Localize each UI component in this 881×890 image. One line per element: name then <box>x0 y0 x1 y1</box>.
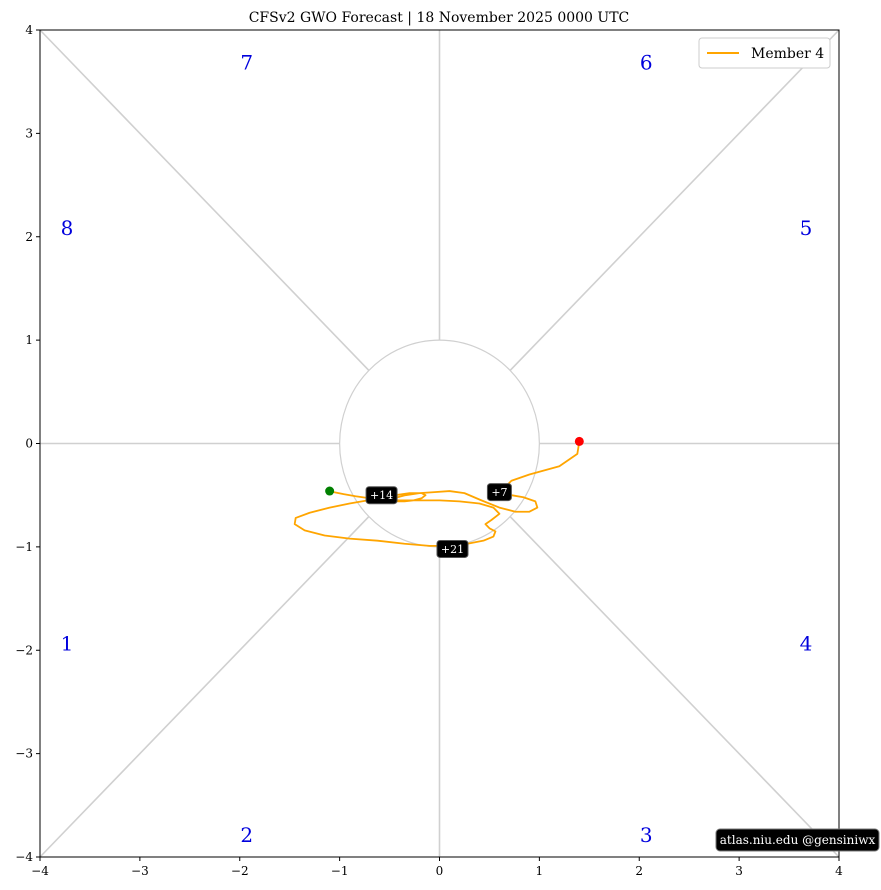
credit-text: atlas.niu.edu @gensiniwx <box>720 833 876 847</box>
phase-label-6: 6 <box>640 51 653 75</box>
x-tick-label: 2 <box>635 864 643 878</box>
legend: Member 4 <box>698 37 831 69</box>
day-marker: +14 <box>365 486 398 505</box>
day-marker-box <box>486 483 512 502</box>
guide-line <box>39 516 370 858</box>
phase-label-8: 8 <box>61 216 74 240</box>
phase-label-4: 4 <box>800 632 813 656</box>
x-tick-label: 0 <box>436 864 444 878</box>
chart-title: CFSv2 GWO Forecast | 18 November 2025 00… <box>249 10 630 26</box>
x-tick-label: −4 <box>31 864 49 878</box>
y-tick-label: −4 <box>15 850 33 864</box>
legend-box <box>698 37 831 69</box>
y-tick-label: 4 <box>25 23 33 37</box>
guide-line <box>509 516 840 858</box>
y-tick-label: 0 <box>25 437 33 451</box>
y-tick-label: 2 <box>25 230 33 244</box>
phase-label-7: 7 <box>240 51 253 75</box>
y-tick-label: −3 <box>15 747 33 761</box>
guide-line <box>509 29 840 371</box>
y-tick-label: 1 <box>25 333 33 347</box>
phase-label-1: 1 <box>61 632 74 656</box>
day-marker-label: +14 <box>370 489 393 502</box>
end-point <box>325 486 335 496</box>
x-tick-label: −2 <box>231 864 249 878</box>
guide-line <box>39 29 370 371</box>
phase-label-2: 2 <box>240 823 253 847</box>
credit-box <box>715 828 880 852</box>
x-tick-label: 1 <box>536 864 544 878</box>
x-tick-label: −1 <box>331 864 349 878</box>
day-marker-label: +21 <box>441 543 464 556</box>
day-marker-label: +7 <box>491 486 507 499</box>
y-tick-label: −1 <box>15 540 33 554</box>
x-tick-label: −3 <box>131 864 149 878</box>
x-tick-label: 4 <box>835 864 843 878</box>
credit-badge: atlas.niu.edu @gensiniwx <box>715 828 880 852</box>
phase-label-3: 3 <box>640 823 653 847</box>
day-marker-box <box>436 539 469 558</box>
legend-label: Member 4 <box>751 46 824 62</box>
phase-label-5: 5 <box>800 216 813 240</box>
x-tick-label: 3 <box>735 864 743 878</box>
day-marker: +7 <box>486 483 512 502</box>
y-tick-label: 3 <box>25 126 33 140</box>
day-marker: +21 <box>436 539 469 558</box>
y-tick-label: −2 <box>15 643 33 657</box>
start-point <box>574 436 584 446</box>
plot-area: 1 2 3 4 5 6 7 8 +7 +14 +21 −4 −3 −2 −1 0 1 2 3 4 −4 −3 −2 −1 0 1 2… <box>15 23 843 878</box>
day-marker-box <box>365 486 398 505</box>
